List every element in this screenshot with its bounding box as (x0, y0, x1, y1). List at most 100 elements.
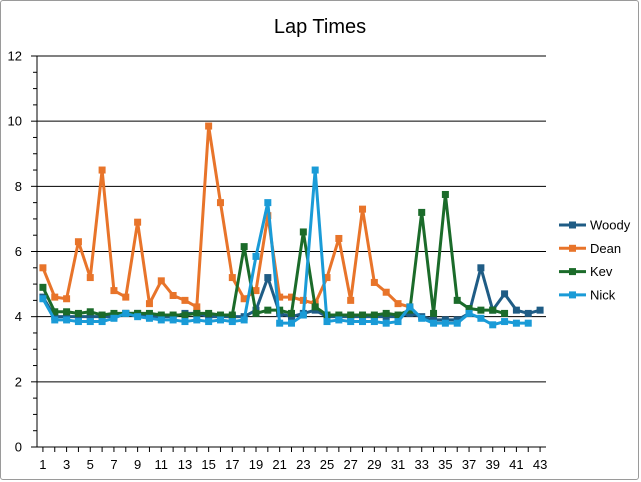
data-point-nick (193, 316, 201, 324)
data-point-nick (134, 313, 142, 321)
data-point-kev (382, 309, 390, 317)
data-point-nick (63, 316, 71, 324)
legend-marker-nick (569, 291, 576, 299)
x-tick-label-17: 17 (225, 457, 239, 472)
data-point-nick (74, 318, 82, 326)
data-point-dean (216, 199, 224, 207)
data-point-dean (98, 166, 106, 174)
x-tick-label-11: 11 (155, 457, 169, 472)
x-tick-label-39: 39 (485, 457, 499, 472)
data-point-kev (240, 243, 248, 251)
data-point-nick (359, 318, 367, 326)
x-tick-label-25: 25 (320, 457, 334, 472)
data-point-kev (370, 311, 378, 319)
data-point-dean (382, 288, 390, 296)
data-point-nick (205, 318, 213, 326)
y-tick-label-4: 4 (15, 309, 22, 324)
data-point-nick (465, 309, 473, 317)
y-tick-label-8: 8 (15, 179, 22, 194)
x-tick-label-19: 19 (249, 457, 263, 472)
data-point-dean (335, 234, 343, 242)
data-point-dean (228, 274, 236, 282)
data-point-dean (276, 293, 284, 301)
x-tick-label-35: 35 (438, 457, 452, 472)
data-point-woody (536, 306, 544, 314)
grid-lines (37, 55, 546, 383)
data-point-dean (347, 296, 355, 304)
data-point-dean (122, 293, 130, 301)
data-point-kev (311, 303, 319, 311)
legend-marker-woody (569, 221, 576, 229)
data-point-kev (205, 309, 213, 317)
data-point-nick (157, 316, 165, 324)
x-tick-label-7: 7 (110, 457, 117, 472)
data-point-nick (252, 252, 260, 260)
legend-marker-kev (569, 268, 576, 276)
data-point-nick (288, 319, 295, 327)
legend-item-dean: Dean (559, 241, 621, 256)
data-point-nick (453, 319, 461, 327)
data-point-woody (524, 309, 532, 317)
data-point-kev (228, 311, 236, 319)
data-point-nick (406, 303, 414, 311)
y-tick-label-2: 2 (15, 374, 22, 389)
x-tick-label-9: 9 (134, 457, 141, 472)
data-point-kev (299, 228, 307, 236)
data-point-dean (394, 300, 402, 308)
data-point-nick (86, 318, 94, 326)
data-point-dean (181, 296, 189, 304)
data-point-nick (169, 316, 177, 324)
x-tick-label-27: 27 (343, 457, 357, 472)
data-point-nick (441, 319, 449, 327)
chart-title: Lap Times (274, 16, 366, 38)
data-point-nick (181, 318, 189, 326)
series-dean (39, 122, 414, 311)
y-tick-label-6: 6 (15, 244, 22, 259)
data-point-kev (63, 308, 71, 316)
data-point-dean (252, 287, 260, 295)
data-point-nick (382, 319, 390, 327)
data-point-kev (252, 309, 260, 317)
x-tick-label-33: 33 (414, 457, 428, 472)
data-point-kev (418, 208, 426, 216)
data-point-nick (299, 311, 307, 319)
data-point-dean (134, 218, 142, 226)
x-tick-label-29: 29 (367, 457, 381, 472)
data-point-dean (288, 293, 295, 301)
series-line-dean (41, 124, 412, 309)
data-point-kev (489, 306, 497, 314)
data-point-nick (276, 319, 284, 327)
data-point-dean (323, 274, 331, 282)
data-point-nick (264, 199, 272, 207)
data-point-kev (193, 309, 201, 317)
data-point-kev (264, 306, 272, 314)
legend-label-nick: Nick (590, 287, 616, 302)
data-point-nick (51, 316, 59, 324)
x-tick-label-1: 1 (39, 457, 46, 472)
data-point-nick (512, 319, 520, 327)
data-point-dean (169, 291, 177, 299)
data-point-nick (477, 314, 485, 322)
data-point-kev (430, 309, 438, 317)
data-point-kev (181, 311, 189, 319)
legend-item-kev: Kev (559, 264, 613, 279)
data-point-dean (110, 287, 118, 295)
data-point-kev (359, 311, 367, 319)
x-tick-label-41: 41 (509, 457, 523, 472)
data-point-dean (51, 293, 59, 301)
x-tick-label-23: 23 (296, 457, 310, 472)
y-tick-label-12: 12 (8, 49, 22, 64)
data-point-kev (453, 296, 461, 304)
data-point-nick (323, 318, 331, 326)
data-point-kev (288, 309, 295, 317)
data-point-dean (63, 295, 71, 303)
data-point-kev (216, 311, 224, 319)
x-tick-label-13: 13 (178, 457, 192, 472)
data-point-woody (86, 313, 94, 321)
data-point-kev (465, 305, 473, 313)
x-tick-label-31: 31 (391, 457, 405, 472)
x-tick-label-3: 3 (63, 457, 70, 472)
data-point-nick (145, 314, 153, 322)
data-point-nick (240, 316, 248, 324)
